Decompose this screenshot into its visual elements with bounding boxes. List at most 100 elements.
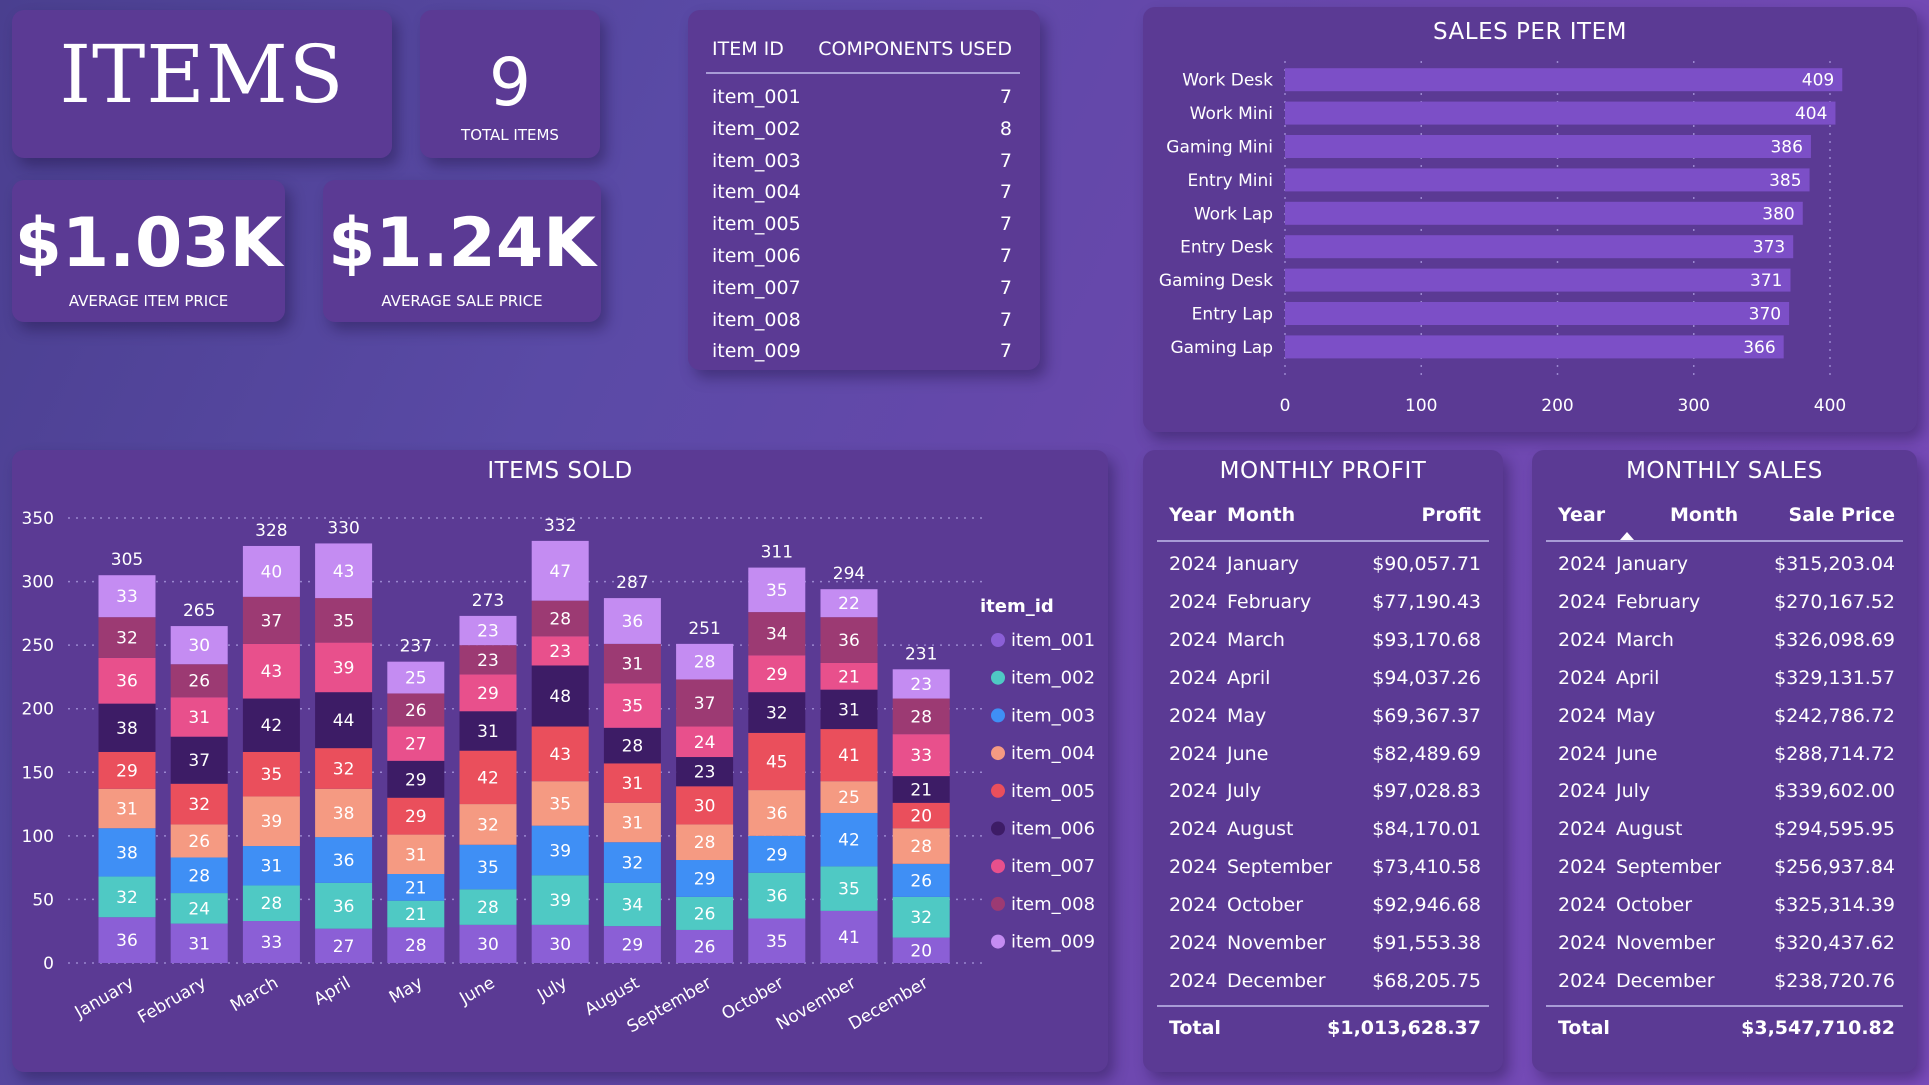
- legend-label: item_006: [1011, 819, 1095, 840]
- col-header-year[interactable]: Year: [1558, 504, 1606, 526]
- stack-segment: [892, 776, 950, 803]
- bar-data-label: 373: [1753, 238, 1785, 258]
- col-header-month[interactable]: Month: [1227, 504, 1296, 526]
- stack-segment: [531, 825, 589, 876]
- profit-cell: $92,946.68: [1372, 894, 1481, 917]
- stack-segment: [387, 900, 445, 928]
- segment-data-label: 36: [333, 897, 355, 917]
- bar-data-label: 409: [1802, 71, 1834, 91]
- stack-segment: [459, 750, 517, 805]
- col-header-profit[interactable]: Profit: [1421, 504, 1481, 526]
- x-category-label: April: [310, 973, 354, 1010]
- table-row[interactable]: item_002 8: [712, 114, 1012, 146]
- legend-swatch: [991, 670, 1005, 685]
- col-header-sale-price[interactable]: Sale Price: [1788, 504, 1895, 526]
- table-row[interactable]: 2024 August $84,170.01: [1157, 811, 1489, 849]
- segment-data-label: 36: [116, 931, 138, 951]
- sales-header-divider: [1546, 540, 1903, 542]
- table-row[interactable]: 2024 September $73,410.58: [1157, 849, 1489, 887]
- table-row[interactable]: item_005 7: [712, 209, 1012, 241]
- avg-sale-price-value: $1.24K: [328, 204, 596, 283]
- x-tick-label: 0: [1280, 396, 1291, 416]
- col-header-month[interactable]: Month: [1670, 504, 1739, 526]
- year-cell: 2024: [1169, 742, 1218, 765]
- table-row[interactable]: 2024 May $242,786.72: [1546, 698, 1903, 736]
- components-used-cell: 7: [999, 245, 1012, 267]
- monthly-profit-table: Year Month Profit 2024 January $90,057.71 2…: [1157, 496, 1489, 1066]
- table-row[interactable]: 2024 December $238,720.76: [1546, 963, 1903, 1001]
- table-row[interactable]: item_003 7: [712, 146, 1012, 178]
- year-cell: 2024: [1558, 818, 1607, 841]
- month-cell: March: [1616, 628, 1674, 651]
- sales-per-item-title: SALES PER ITEM: [1433, 19, 1627, 45]
- table-row[interactable]: 2024 March $93,170.68: [1157, 622, 1489, 660]
- segment-data-label: 33: [910, 746, 932, 766]
- x-category-label: December: [845, 973, 931, 1034]
- stack-segment: [459, 615, 517, 646]
- segment-data-label: 41: [838, 746, 860, 766]
- col-header-year[interactable]: Year: [1169, 504, 1217, 526]
- table-row[interactable]: 2024 January $315,203.04: [1546, 546, 1903, 584]
- table-row[interactable]: item_006 7: [712, 241, 1012, 273]
- stack-segment: [242, 545, 300, 597]
- table-row[interactable]: 2024 November $91,553.38: [1157, 925, 1489, 963]
- stack-segment: [387, 874, 445, 901]
- table-row[interactable]: 2024 October $92,946.68: [1157, 887, 1489, 925]
- segment-data-label: 37: [694, 694, 716, 714]
- table-row[interactable]: 2024 November $320,437.62: [1546, 925, 1903, 963]
- bar-data-label: 370: [1749, 305, 1781, 325]
- items-sold-chart: 0 50 100 150 200 250 300 350 36 32 38 31 29 38 36 32 33 3…: [22, 509, 1095, 1037]
- table-row[interactable]: 2024 July $97,028.83: [1157, 773, 1489, 811]
- month-cell: April: [1227, 666, 1271, 689]
- legend-swatch: [991, 934, 1005, 949]
- item-id-cell: item_009: [712, 340, 801, 363]
- table-row[interactable]: 2024 June $288,714.72: [1546, 736, 1903, 774]
- table-row[interactable]: 2024 February $77,190.43: [1157, 584, 1489, 622]
- y-tick-label: 50: [32, 890, 54, 910]
- table-row[interactable]: 2024 April $94,037.26: [1157, 660, 1489, 698]
- segment-data-label: 24: [694, 733, 716, 753]
- table-row[interactable]: 2024 September $256,937.84: [1546, 849, 1903, 887]
- profit-cell: $93,170.68: [1372, 628, 1481, 651]
- components-table-card: ITEM ID COMPONENTS USED item_001 7 item_00…: [688, 10, 1040, 370]
- segment-data-label: 23: [477, 651, 499, 671]
- table-row[interactable]: item_008 7: [712, 305, 1012, 337]
- stack-segment: [531, 665, 589, 727]
- table-row[interactable]: 2024 March $326,098.69: [1546, 622, 1903, 660]
- table-row[interactable]: 2024 June $82,489.69: [1157, 736, 1489, 774]
- segment-data-label: 40: [261, 562, 283, 582]
- stack-segment: [98, 828, 156, 877]
- components-used-cell: 7: [999, 86, 1012, 108]
- segment-data-label: 32: [910, 908, 932, 928]
- sale-price-cell: $238,720.76: [1774, 969, 1895, 992]
- col-header-item-id[interactable]: ITEM ID: [712, 38, 784, 60]
- bar: [1285, 268, 1791, 292]
- year-cell: 2024: [1558, 628, 1607, 651]
- table-row[interactable]: 2024 May $69,367.37: [1157, 698, 1489, 736]
- table-row[interactable]: 2024 August $294,595.95: [1546, 811, 1903, 849]
- table-row[interactable]: 2024 April $329,131.57: [1546, 660, 1903, 698]
- components-used-cell: 8: [999, 117, 1012, 140]
- segment-data-label: 29: [622, 936, 644, 956]
- table-row[interactable]: item_007 7: [712, 273, 1012, 305]
- sales-per-item-card: SALES PER ITEM 0 100 200 300 400 Work Desk 409…: [1143, 7, 1917, 432]
- year-cell: 2024: [1558, 894, 1607, 917]
- item-id-cell: item_004: [712, 181, 801, 204]
- segment-data-label: 35: [261, 765, 283, 785]
- stack-segment: [459, 889, 517, 925]
- table-row[interactable]: 2024 December $68,205.75: [1157, 963, 1489, 1001]
- table-row[interactable]: 2024 July $339,602.00: [1546, 773, 1903, 811]
- table-row[interactable]: 2024 January $90,057.71: [1157, 546, 1489, 584]
- monthly-profit-header: Year Month Profit: [1157, 496, 1489, 534]
- col-header-components-used[interactable]: COMPONENTS USED: [818, 38, 1012, 60]
- table-row[interactable]: 2024 October $325,314.39: [1546, 887, 1903, 925]
- table-row[interactable]: 2024 February $270,167.52: [1546, 584, 1903, 622]
- sort-ascending-icon[interactable]: [1620, 532, 1634, 540]
- components-used-cell: 7: [999, 276, 1012, 299]
- segment-data-label: 35: [477, 858, 499, 878]
- table-row[interactable]: item_004 7: [712, 177, 1012, 209]
- table-row[interactable]: item_001 7: [712, 82, 1012, 114]
- stack-segment: [459, 711, 517, 751]
- table-row[interactable]: item_009 7: [712, 336, 1012, 368]
- monthly-profit-card: MONTHLY PROFIT Year Month Profit 2024 Jan…: [1143, 450, 1503, 1072]
